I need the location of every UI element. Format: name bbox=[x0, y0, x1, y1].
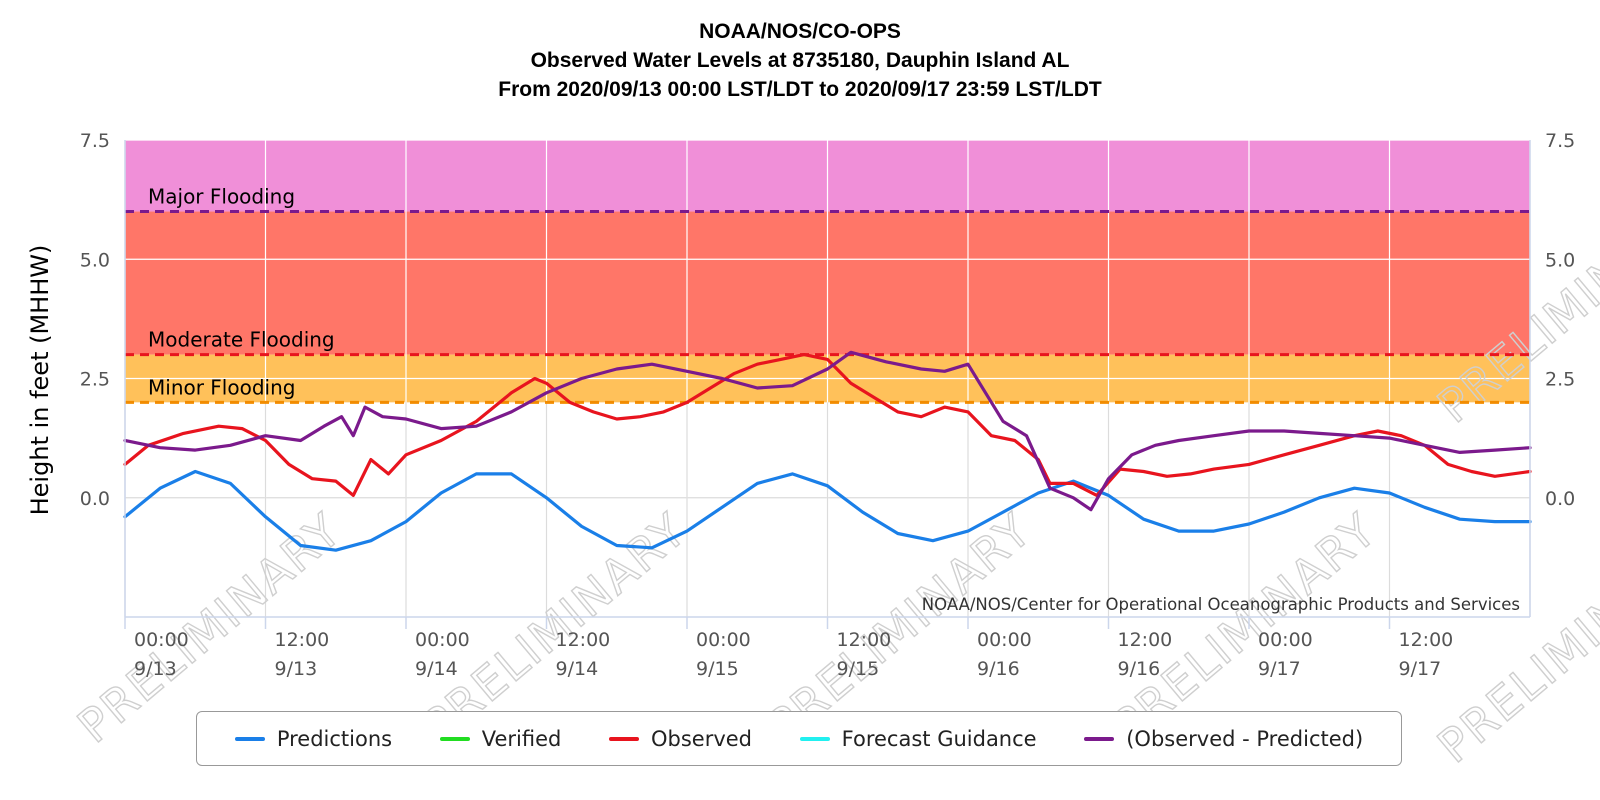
y-tick-label-left: 2.5 bbox=[80, 369, 110, 391]
legend-swatch-forecast-guidance bbox=[799, 736, 830, 741]
x-tick-label-time: 00:00 bbox=[977, 629, 1032, 651]
y-tick-label-left: 0.0 bbox=[80, 488, 110, 510]
x-tick-label-time: 12:00 bbox=[1118, 629, 1173, 651]
y-tick-label-left: 5.0 bbox=[80, 249, 110, 271]
x-tick-label-date: 9/16 bbox=[1118, 658, 1161, 680]
series-lines bbox=[123, 350, 1532, 552]
legend-label-observed: Observed bbox=[650, 726, 753, 751]
legend-item-observed[interactable]: Observed bbox=[608, 726, 753, 751]
legend-swatch-observed-minus-predicted bbox=[1084, 736, 1115, 741]
x-tick-label-date: 9/13 bbox=[134, 658, 177, 680]
x-tick-label-date: 9/17 bbox=[1258, 658, 1301, 680]
x-tick-label-time: 12:00 bbox=[837, 629, 892, 651]
title-line-2: Observed Water Levels at 8735180, Dauphi… bbox=[531, 49, 1070, 72]
x-tick-label-time: 00:00 bbox=[696, 629, 751, 651]
legend-label-observed-minus-predicted: (Observed - Predicted) bbox=[1126, 726, 1364, 751]
x-tick-label-date: 9/17 bbox=[1399, 658, 1442, 680]
axes: 7.5 7.5 5.0 5.0 2.5 2.5 0.0 0.0 00:00 9/13 12:00 9/… bbox=[80, 130, 1575, 680]
threshold-label-major-flooding: Major Flooding bbox=[148, 185, 295, 209]
x-tick-label-date: 9/15 bbox=[837, 658, 880, 680]
legend-label-verified: Verified bbox=[481, 726, 562, 751]
legend-item-forecast-guidance[interactable]: Forecast Guidance bbox=[799, 726, 1037, 751]
legend-label-predictions: Predictions bbox=[276, 726, 393, 751]
x-tick-label-time: 12:00 bbox=[275, 629, 330, 651]
legend-swatch-verified bbox=[439, 736, 470, 741]
flood-thresholds: Major Flooding Moderate Flooding Minor Flo… bbox=[125, 185, 1530, 404]
x-tick-label-date: 9/14 bbox=[556, 658, 599, 680]
legend-item-observed-minus-predicted[interactable]: (Observed - Predicted) bbox=[1084, 727, 1363, 751]
series-line-observed bbox=[123, 353, 1532, 497]
title-line-1: NOAA/NOS/CO-OPS bbox=[699, 20, 901, 43]
legend-label-forecast-guidance: Forecast Guidance bbox=[841, 726, 1037, 751]
legend-swatch-observed bbox=[608, 736, 639, 741]
legend-swatch-predictions bbox=[234, 736, 265, 741]
y-tick-label-right: 5.0 bbox=[1545, 249, 1575, 271]
x-tick-label-date: 9/13 bbox=[275, 658, 318, 680]
y-tick-label-right: 7.5 bbox=[1545, 130, 1575, 152]
x-tick-label-date: 9/15 bbox=[696, 658, 739, 680]
series-line-predictions bbox=[123, 469, 1532, 552]
chart-title: NOAA/NOS/CO-OPS Observed Water Levels at… bbox=[498, 20, 1102, 101]
y-axis-title: Height in feet (MHHW) bbox=[26, 245, 54, 516]
threshold-label-moderate-flooding: Moderate Flooding bbox=[148, 328, 335, 352]
x-tick-label-time: 12:00 bbox=[1399, 629, 1454, 651]
legend-item-verified[interactable]: Verified bbox=[439, 726, 562, 751]
y-tick-label-right: 0.0 bbox=[1545, 488, 1575, 510]
watermark-text: PRELIMINARY bbox=[1427, 522, 1600, 773]
series-line-observed-predicted bbox=[123, 350, 1532, 512]
credit-text: NOAA/NOS/Center for Operational Oceanogr… bbox=[922, 595, 1520, 614]
y-tick-label-right: 2.5 bbox=[1545, 369, 1575, 391]
legend: Predictions Verified Observed Forecast G… bbox=[196, 711, 1402, 766]
x-tick-label-time: 00:00 bbox=[134, 629, 189, 651]
x-tick-label-time: 00:00 bbox=[1258, 629, 1313, 651]
x-tick-label-date: 9/14 bbox=[415, 658, 458, 680]
x-tick-label-time: 12:00 bbox=[556, 629, 611, 651]
y-tick-label-left: 7.5 bbox=[80, 130, 110, 152]
x-tick-label-time: 00:00 bbox=[415, 629, 470, 651]
legend-item-predictions[interactable]: Predictions bbox=[234, 726, 393, 751]
title-line-3: From 2020/09/13 00:00 LST/LDT to 2020/09… bbox=[498, 78, 1102, 101]
threshold-label-minor-flooding: Minor Flooding bbox=[148, 375, 295, 399]
x-tick-label-date: 9/16 bbox=[977, 658, 1020, 680]
